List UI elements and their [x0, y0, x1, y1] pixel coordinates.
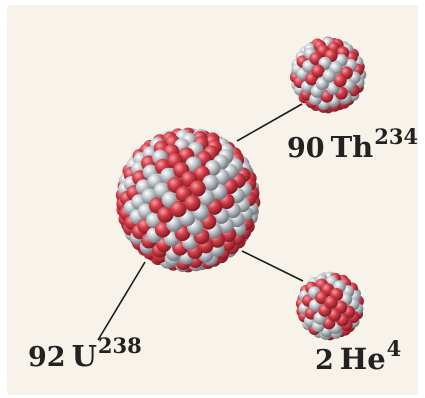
- neutron-ball: [202, 174, 219, 191]
- helium-label: 2 He4: [315, 338, 401, 376]
- helium-mass-number: 4: [386, 336, 402, 361]
- uranium-mass-number: 238: [97, 333, 142, 358]
- proton-ball: [333, 74, 347, 88]
- uranium-symbol: U: [71, 339, 97, 373]
- connector-uranium-label: [97, 261, 146, 341]
- thorium-mass-number: 234: [374, 124, 419, 149]
- proton-ball: [157, 206, 174, 223]
- neutron-ball: [322, 69, 336, 83]
- uranium-label: 92 U238: [28, 335, 142, 373]
- thorium-nucleus: [289, 36, 367, 114]
- proton-ball: [324, 295, 338, 309]
- connector-uranium-thorium: [236, 103, 303, 142]
- thorium-atomic-number: 90: [287, 133, 325, 164]
- helium-nucleus: [295, 271, 364, 341]
- uranium-atomic-number: 92: [28, 342, 66, 373]
- proton-ball: [170, 200, 187, 218]
- helium-symbol: He: [339, 342, 386, 376]
- uranium-nucleus: [115, 127, 261, 273]
- proton-ball: [189, 180, 206, 197]
- thorium-label: 90 Th234: [287, 126, 418, 164]
- proton-ball: [184, 195, 201, 212]
- helium-atomic-number: 2: [315, 345, 334, 376]
- thorium-symbol: Th: [330, 130, 374, 164]
- connector-uranium-helium: [241, 250, 304, 282]
- proton-ball: [311, 64, 325, 78]
